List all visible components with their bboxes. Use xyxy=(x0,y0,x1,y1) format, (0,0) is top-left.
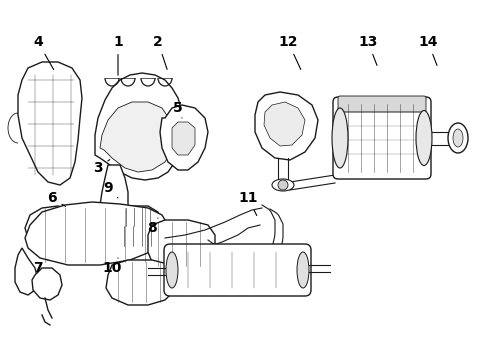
Text: 6: 6 xyxy=(47,191,66,207)
Text: 4: 4 xyxy=(33,35,53,69)
Text: 5: 5 xyxy=(173,101,183,118)
Polygon shape xyxy=(255,92,318,160)
Polygon shape xyxy=(160,105,208,170)
Polygon shape xyxy=(18,62,82,185)
Ellipse shape xyxy=(272,179,294,191)
Polygon shape xyxy=(172,122,195,155)
Text: 11: 11 xyxy=(238,191,258,216)
Polygon shape xyxy=(118,224,162,248)
Polygon shape xyxy=(148,220,215,268)
Text: 2: 2 xyxy=(153,35,167,69)
Polygon shape xyxy=(264,102,305,146)
Polygon shape xyxy=(32,268,62,300)
Polygon shape xyxy=(100,102,175,172)
Polygon shape xyxy=(100,165,128,220)
FancyBboxPatch shape xyxy=(333,97,431,179)
Text: 12: 12 xyxy=(278,35,301,69)
Polygon shape xyxy=(106,260,178,305)
Text: 7: 7 xyxy=(33,260,48,275)
Text: 8: 8 xyxy=(147,218,158,235)
FancyBboxPatch shape xyxy=(164,244,311,296)
Polygon shape xyxy=(25,202,168,265)
Polygon shape xyxy=(25,206,82,255)
Text: 3: 3 xyxy=(93,159,110,175)
Circle shape xyxy=(278,180,288,190)
Ellipse shape xyxy=(453,129,463,147)
Polygon shape xyxy=(95,73,182,180)
FancyBboxPatch shape xyxy=(338,96,426,112)
Polygon shape xyxy=(15,248,38,295)
Polygon shape xyxy=(120,206,158,228)
Text: 10: 10 xyxy=(102,258,122,275)
Ellipse shape xyxy=(166,252,178,288)
Text: 13: 13 xyxy=(358,35,378,66)
Ellipse shape xyxy=(297,252,309,288)
Ellipse shape xyxy=(448,123,468,153)
Text: 9: 9 xyxy=(103,181,118,198)
Ellipse shape xyxy=(332,108,348,168)
Text: 14: 14 xyxy=(418,35,438,66)
Text: 1: 1 xyxy=(113,35,123,75)
Polygon shape xyxy=(105,210,130,230)
Ellipse shape xyxy=(416,111,432,166)
